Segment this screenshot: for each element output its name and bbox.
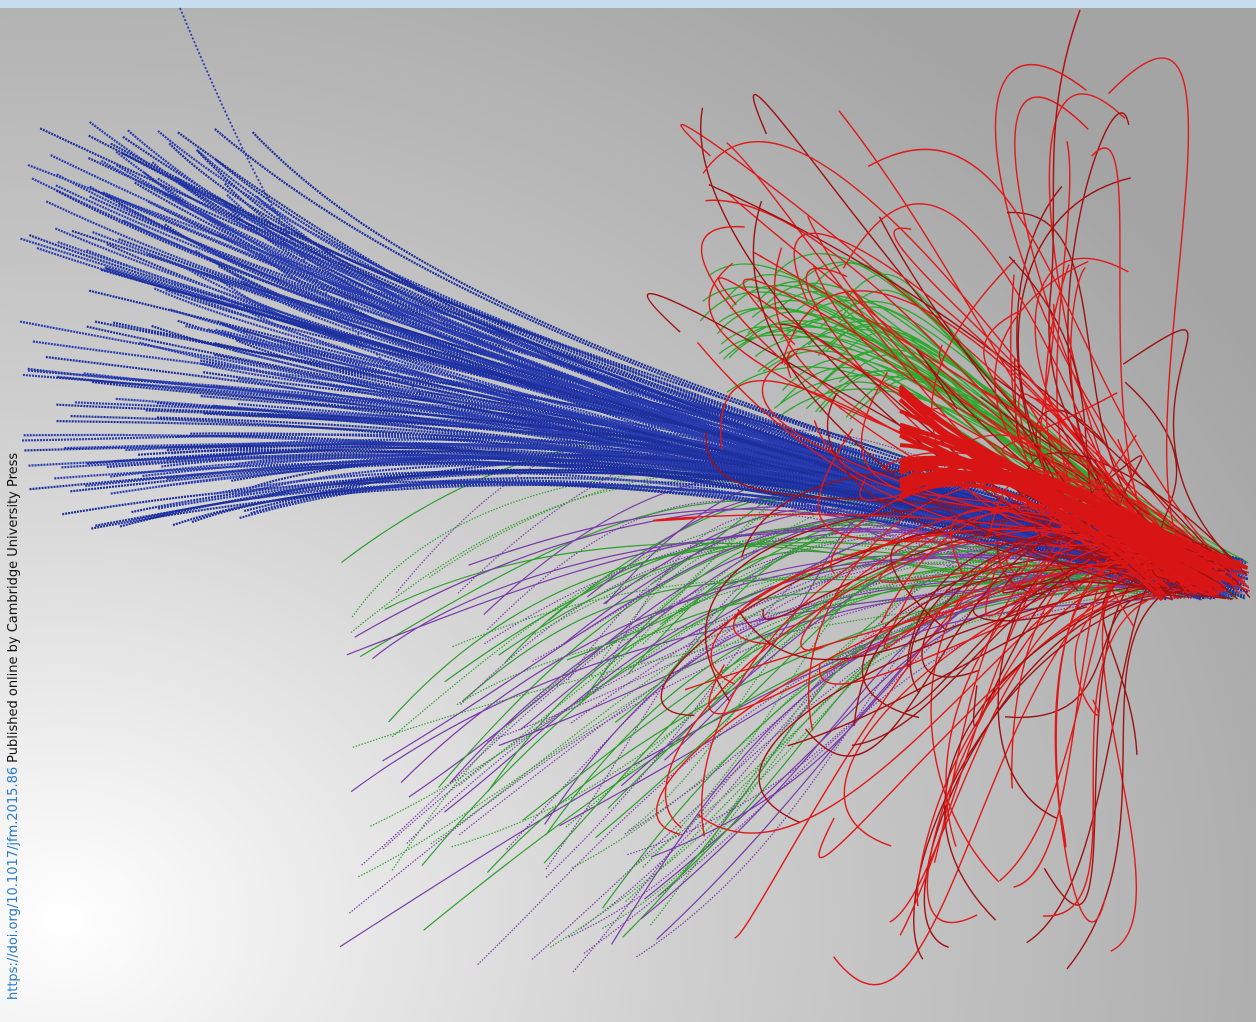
streamline [867,148,1247,585]
streamline [259,252,1177,575]
streamline [1043,561,1162,906]
streamline [86,449,1202,600]
streamline [700,107,1205,589]
streamline [100,268,1246,597]
streamline [893,227,1197,577]
streamline [214,158,1164,565]
streamline [586,497,1186,598]
streamline [545,524,1241,870]
streamline [944,585,1202,921]
streamline [178,181,1165,572]
streamline [24,445,1216,562]
streamline [486,500,1220,631]
streamline [758,581,1179,824]
streamline [633,567,1161,868]
streamline [878,535,1161,590]
streamline [701,226,1229,568]
streamline [106,194,1206,600]
streamline [118,202,1181,587]
streamline [179,7,431,401]
streamline [156,401,1233,569]
streamline [819,573,1181,685]
streamline [752,200,1208,598]
streamline [231,462,1235,567]
streamline [361,531,1219,866]
streamline [1042,587,1207,917]
streamline [1024,452,1240,592]
streamline [807,216,1167,569]
streamline [833,559,1192,986]
streamline [358,567,1193,878]
streamline [194,249,1165,592]
streamline [57,240,1166,590]
streamline [994,63,1220,563]
streamline [129,481,1224,589]
streamline [20,237,1200,567]
streamline [899,532,1164,936]
publisher-note: Published online by Cambridge University… [6,453,21,763]
streamline [32,340,1231,571]
streamline [147,253,1199,589]
streamline [842,203,1162,593]
streamline [391,561,1189,871]
streamline [86,325,1209,574]
streamline [983,309,1249,588]
streamline [899,470,1207,594]
top-bar [0,0,1256,8]
streamline [106,267,1220,587]
streamline [684,575,1162,691]
streamline [522,568,1167,821]
streamline [1048,9,1201,571]
streamline [916,590,1175,907]
streamline [220,322,1241,589]
streamline [137,448,1232,601]
doi-note: https://doi.org/10.1017/jfm.2015.86 Publi… [6,453,21,1000]
streamline [655,568,1207,836]
streamline [22,433,1171,576]
streamline [708,183,1251,599]
streamline [352,584,1221,748]
streamline [583,597,1182,954]
streamline [239,479,1203,601]
streamline [157,177,1165,584]
streamline [175,385,1216,576]
streamline [64,442,1227,568]
streamline [753,251,1212,561]
streamline [458,529,1162,786]
streamline [127,129,1241,587]
streamline [898,388,1242,573]
streamline [899,466,1198,596]
streamline [157,469,1213,563]
streamline [559,594,1226,827]
streamline [458,529,1183,836]
streamline [923,594,1186,949]
streamline [994,377,1240,567]
streamline [175,176,1196,597]
streamline [145,409,1168,601]
streamline [56,403,1233,581]
streamline [827,392,1214,571]
streamline [665,528,1214,829]
streamline [202,411,1199,579]
streamline [793,232,1192,594]
streamline [999,526,1214,882]
streamline [110,142,1171,573]
streamline [531,560,1188,960]
streamline [348,568,1171,914]
streamline [580,570,1166,930]
streamline [1055,559,1180,923]
streamline [913,587,1213,960]
streamline [899,482,1164,602]
streamline [106,243,1211,596]
streamlines [19,7,1251,986]
streamline [1122,329,1246,574]
doi-link[interactable]: https://doi.org/10.1017/jfm.2015.86 [6,767,21,1000]
streamline [972,581,1168,622]
